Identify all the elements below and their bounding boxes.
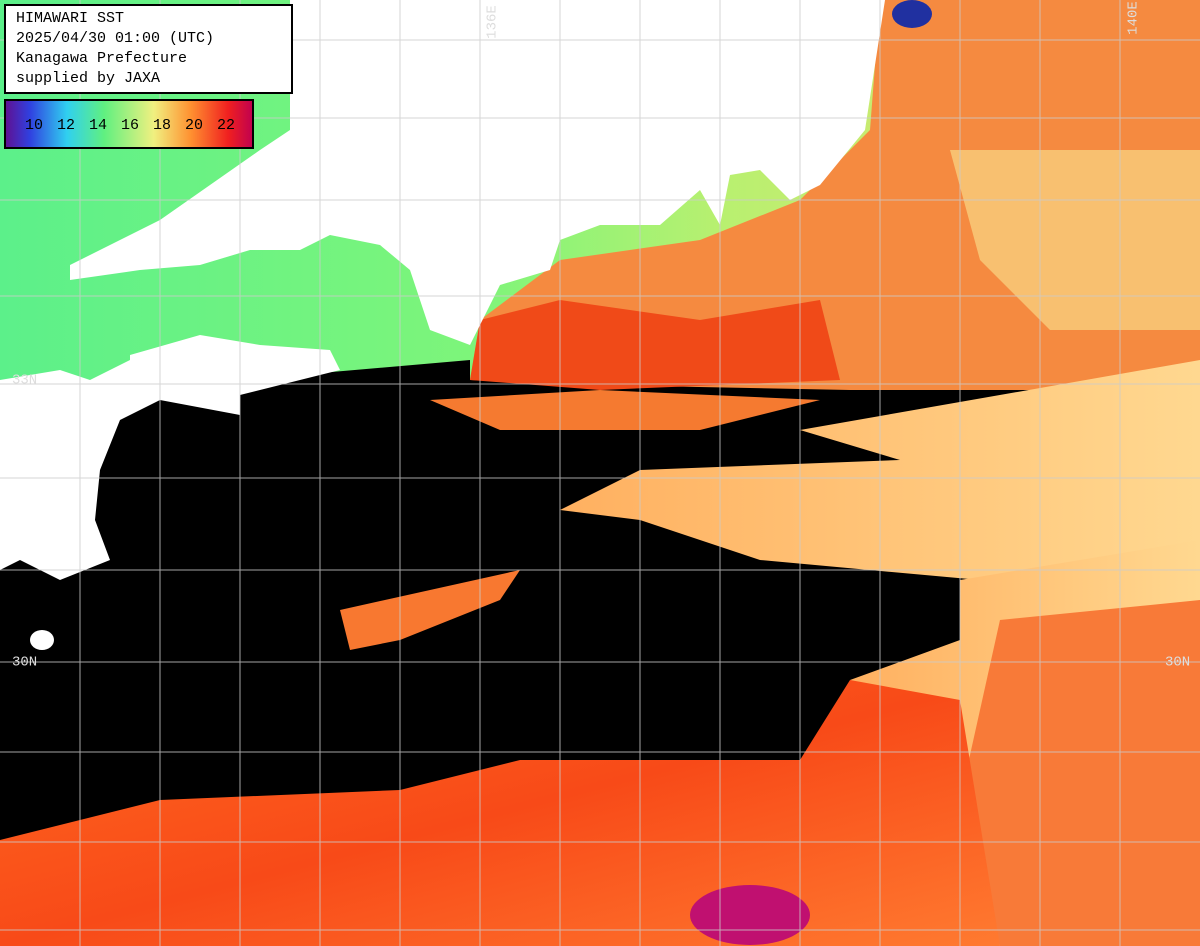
- lon-label: 136E: [485, 5, 501, 39]
- land: [0, 0, 885, 650]
- legend-label: 18: [153, 117, 171, 134]
- header-line: 2025/04/30 01:00 (UTC): [16, 30, 214, 47]
- header-line: Kanagawa Prefecture: [16, 50, 187, 67]
- island: [30, 630, 54, 650]
- legend-label: 14: [89, 117, 107, 134]
- honshu: [70, 0, 885, 345]
- east-warm: [960, 600, 1200, 946]
- patch: [340, 570, 520, 650]
- legend-label: 10: [25, 117, 43, 134]
- lat-label: 30N: [1165, 655, 1190, 671]
- legend-label: 20: [185, 117, 203, 134]
- legend-label: 12: [57, 117, 75, 134]
- color-bar: [4, 99, 254, 149]
- lon-label: 140E: [1126, 1, 1142, 35]
- kuroshio: [470, 300, 840, 390]
- lat-label: 30N: [12, 655, 37, 671]
- legend-label: 22: [217, 117, 235, 134]
- legend-label: 16: [121, 117, 139, 134]
- warm-eddy: [950, 150, 1200, 330]
- legend: 10 12 14 16 18 20 22: [4, 99, 254, 149]
- south-warm: [0, 680, 1000, 946]
- grid-labels: 136E 140E 33N 30N 30N: [12, 1, 1190, 671]
- hot-spot: [690, 885, 810, 945]
- header-line: supplied by JAXA: [16, 70, 160, 87]
- cloud: [240, 360, 470, 395]
- header: HIMAWARI SST 2025/04/30 01:00 (UTC) Kanaga…: [4, 4, 293, 94]
- shikoku: [130, 335, 340, 415]
- header-box: [4, 4, 293, 94]
- cold-spot: [892, 0, 932, 28]
- lat-label: 33N: [12, 373, 37, 389]
- header-line: HIMAWARI SST: [16, 10, 124, 27]
- patch: [430, 390, 820, 430]
